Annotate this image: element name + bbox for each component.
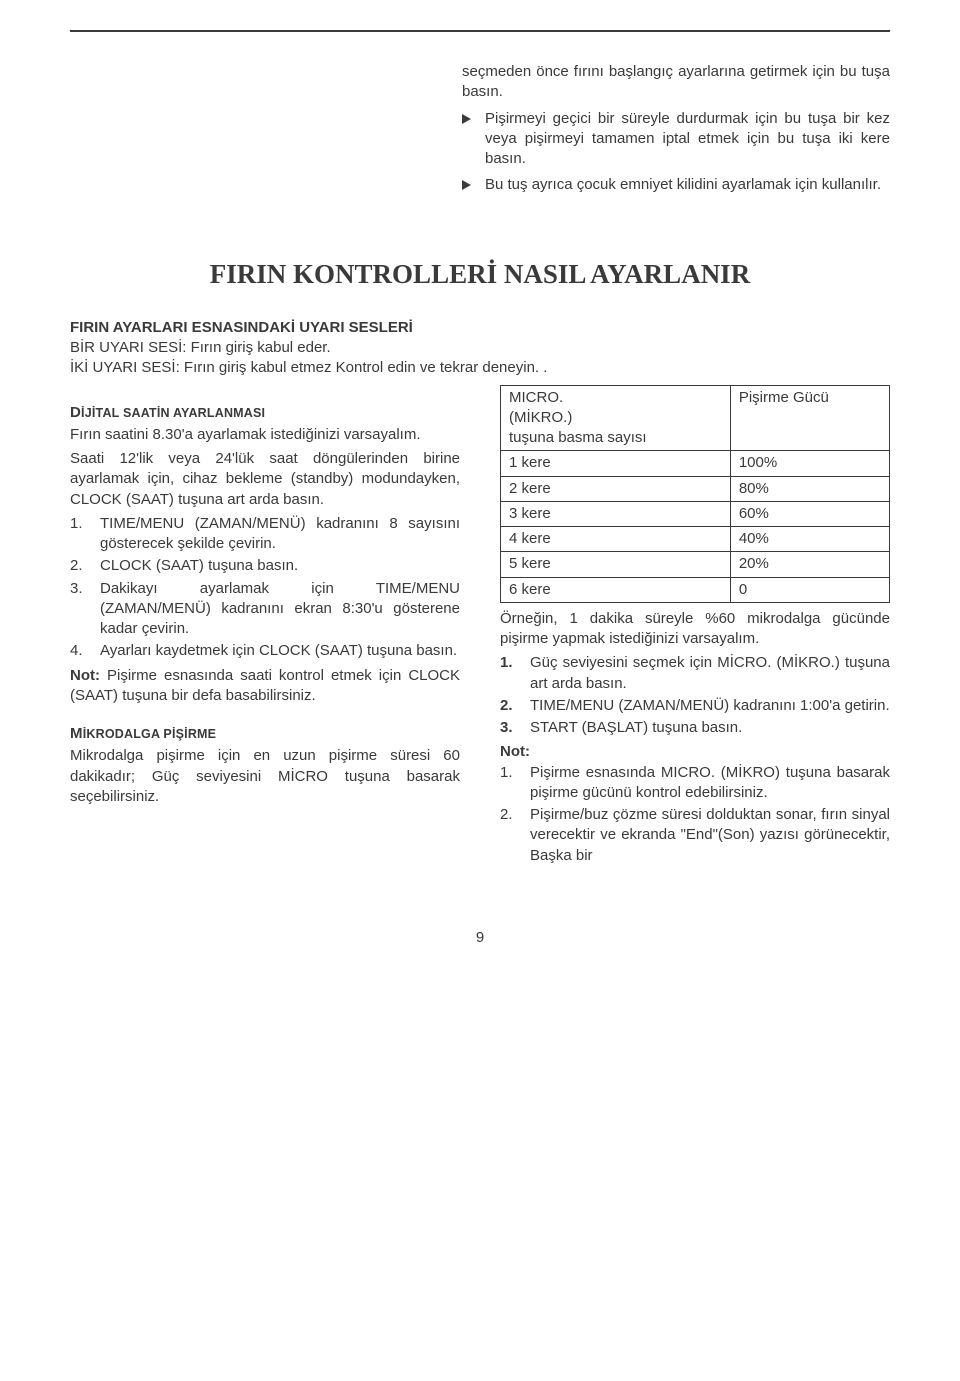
step-number: 2. bbox=[70, 556, 100, 576]
note-text: Pişirme esnasında saati kontrol etmek iç… bbox=[70, 667, 460, 704]
intro-lead: seçmeden önce fırını başlangıç ayarların… bbox=[462, 62, 890, 103]
table-cell: 6 kere bbox=[501, 577, 731, 602]
step-number: 1. bbox=[70, 514, 100, 555]
section-clock-title: DİJİTAL SAATİN AYARLANMASI bbox=[70, 403, 460, 423]
step-text: START (BAŞLAT) tuşuna basın. bbox=[530, 718, 890, 738]
intro-bullet-2-text: Bu tuş ayrıca çocuk emniyet kilidini aya… bbox=[485, 175, 890, 195]
step-number: 2. bbox=[500, 696, 530, 716]
step-text: Ayarları kaydetmek için CLOCK (SAAT) tuş… bbox=[100, 641, 460, 661]
note-label: Not: bbox=[500, 742, 890, 762]
section-microwave-title-rest: İKRODALGA PİŞİRME bbox=[83, 727, 217, 741]
list-item: 1.Güç seviyesini seçmek için MİCRO. (MİK… bbox=[500, 653, 890, 694]
step-number: 4. bbox=[70, 641, 100, 661]
clock-steps-list: 1.TIME/MENU (ZAMAN/MENÜ) kadranını 8 say… bbox=[70, 514, 460, 662]
section-clock-title-cap: D bbox=[70, 404, 81, 421]
warning-heading: FIRIN AYARLARI ESNASINDAKİ UYARI SESLERİ bbox=[70, 318, 890, 338]
warning-line-1: BİR UYARI SESİ: Fırın giriş kabul eder. bbox=[70, 338, 890, 358]
clock-para-1: Fırın saatini 8.30'a ayarlamak istediğin… bbox=[70, 425, 460, 445]
step-text: Dakikayı ayarlamak için TIME/MENU (ZAMAN… bbox=[100, 579, 460, 640]
warning-sounds-block: FIRIN AYARLARI ESNASINDAKİ UYARI SESLERİ… bbox=[70, 318, 890, 379]
step-text: CLOCK (SAAT) tuşuna basın. bbox=[100, 556, 460, 576]
table-cell: 20% bbox=[730, 552, 889, 577]
section-microwave-title: MİKRODALGA PİŞİRME bbox=[70, 724, 460, 744]
table-cell: 5 kere bbox=[501, 552, 731, 577]
list-item: 4.Ayarları kaydetmek için CLOCK (SAAT) t… bbox=[70, 641, 460, 661]
step-number: 1. bbox=[500, 653, 530, 694]
table-row: 4 kere40% bbox=[501, 527, 890, 552]
step-number: 3. bbox=[500, 718, 530, 738]
step-text: TIME/MENU (ZAMAN/MENÜ) kadranını 1:00'a … bbox=[530, 696, 890, 716]
table-cell: 100% bbox=[730, 451, 889, 476]
step-number: 1. bbox=[500, 763, 530, 804]
table-cell: 1 kere bbox=[501, 451, 731, 476]
table-cell: 60% bbox=[730, 501, 889, 526]
list-item: 1.Pişirme esnasında MICRO. (MİKRO) tuşun… bbox=[500, 763, 890, 804]
list-item: 3.START (BAŞLAT) tuşuna basın. bbox=[500, 718, 890, 738]
two-column-layout: DİJİTAL SAATİN AYARLANMASI Fırın saatini… bbox=[70, 385, 890, 868]
intro-bullet-2: Bu tuş ayrıca çocuk emniyet kilidini aya… bbox=[462, 175, 890, 195]
intro-bullet-1-text: Pişirmeyi geçici bir süreyle durdurmak i… bbox=[485, 109, 890, 170]
th-line3: tuşuna basma sayısı bbox=[509, 429, 647, 446]
table-row: MICRO. (MİKRO.) tuşuna basma sayısı Pişi… bbox=[501, 385, 890, 451]
th-line1: MICRO. bbox=[509, 389, 563, 406]
step-number: 2. bbox=[500, 805, 530, 866]
microwave-notes-list: 1.Pişirme esnasında MICRO. (MİKRO) tuşun… bbox=[500, 763, 890, 866]
table-cell: 40% bbox=[730, 527, 889, 552]
step-text: TIME/MENU (ZAMAN/MENÜ) kadranını 8 sayıs… bbox=[100, 514, 460, 555]
table-header-power: Pişirme Gücü bbox=[730, 385, 889, 451]
table-row: 3 kere60% bbox=[501, 501, 890, 526]
table-row: 1 kere100% bbox=[501, 451, 890, 476]
step-text: Pişirme/buz çözme süresi dolduktan sonar… bbox=[530, 805, 890, 866]
table-row: 6 kere0 bbox=[501, 577, 890, 602]
list-item: 2.Pişirme/buz çözme süresi dolduktan son… bbox=[500, 805, 890, 866]
table-cell: 4 kere bbox=[501, 527, 731, 552]
table-cell: 80% bbox=[730, 476, 889, 501]
table-cell: 3 kere bbox=[501, 501, 731, 526]
table-cell: 0 bbox=[730, 577, 889, 602]
triangle-bullet-icon bbox=[462, 114, 471, 124]
warning-line-2: İKİ UYARI SESİ: Fırın giriş kabul etmez … bbox=[70, 358, 890, 378]
triangle-bullet-icon bbox=[462, 180, 471, 190]
example-para: Örneğin, 1 dakika süreyle %60 mikrodalga… bbox=[500, 609, 890, 650]
th-line2: (MİKRO.) bbox=[509, 409, 572, 426]
table-row: 2 kere80% bbox=[501, 476, 890, 501]
main-title: FIRIN KONTROLLERİ NASIL AYARLANIR bbox=[70, 256, 890, 292]
left-column: DİJİTAL SAATİN AYARLANMASI Fırın saatini… bbox=[70, 385, 460, 868]
right-column: MICRO. (MİKRO.) tuşuna basma sayısı Pişi… bbox=[500, 385, 890, 868]
intro-block: seçmeden önce fırını başlangıç ayarların… bbox=[462, 62, 890, 196]
step-number: 3. bbox=[70, 579, 100, 640]
list-item: 1.TIME/MENU (ZAMAN/MENÜ) kadranını 8 say… bbox=[70, 514, 460, 555]
step-text: Pişirme esnasında MICRO. (MİKRO) tuşuna … bbox=[530, 763, 890, 804]
table-row: 5 kere20% bbox=[501, 552, 890, 577]
clock-note: Not: Pişirme esnasında saati kontrol etm… bbox=[70, 666, 460, 707]
microwave-para: Mikrodalga pişirme için en uzun pişirme … bbox=[70, 746, 460, 807]
list-item: 3.Dakikayı ayarlamak için TIME/MENU (ZAM… bbox=[70, 579, 460, 640]
microwave-steps-list: 1.Güç seviyesini seçmek için MİCRO. (MİK… bbox=[500, 653, 890, 738]
note-label: Not: bbox=[70, 667, 100, 684]
power-level-table: MICRO. (MİKRO.) tuşuna basma sayısı Pişi… bbox=[500, 385, 890, 603]
clock-para-2: Saati 12'lik veya 24'lük saat döngülerin… bbox=[70, 449, 460, 510]
table-header-presses: MICRO. (MİKRO.) tuşuna basma sayısı bbox=[501, 385, 731, 451]
list-item: 2.CLOCK (SAAT) tuşuna basın. bbox=[70, 556, 460, 576]
intro-bullet-1: Pişirmeyi geçici bir süreyle durdurmak i… bbox=[462, 109, 890, 170]
table-cell: 2 kere bbox=[501, 476, 731, 501]
section-microwave-title-cap: M bbox=[70, 725, 83, 742]
list-item: 2.TIME/MENU (ZAMAN/MENÜ) kadranını 1:00'… bbox=[500, 696, 890, 716]
section-clock-title-rest: İJİTAL SAATİN AYARLANMASI bbox=[81, 406, 265, 420]
step-text: Güç seviyesini seçmek için MİCRO. (MİKRO… bbox=[530, 653, 890, 694]
top-rule bbox=[70, 30, 890, 32]
page-number: 9 bbox=[70, 928, 890, 948]
